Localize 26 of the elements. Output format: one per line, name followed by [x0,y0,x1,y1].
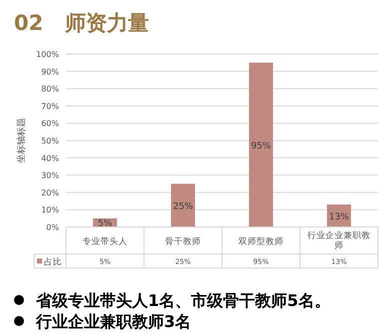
text: 省级专业带头人1名、市级骨干教师5名。 [35,291,330,310]
y-tick-label: 90% [41,67,60,76]
y-tick-label: 70% [41,102,60,111]
bar [171,184,195,227]
x-tick-label: 双师型教师 [238,236,284,247]
text: 5% [98,219,112,230]
bar [249,62,273,227]
y-tick-label: 10% [41,206,60,215]
text: 95% [250,141,272,152]
x-tick-label: 行业企业兼职教师 [308,230,370,251]
y-axis-title: 坐标轴标题 [16,118,27,163]
y-tick-label: 60% [41,119,60,128]
x-tick-label: 骨干教师 [165,236,201,247]
x-tick-label: 专业带头人 [82,236,128,247]
y-tick-label: 30% [41,171,60,180]
y-tick-label: 0% [46,223,60,232]
y-tick-label: 20% [41,188,60,198]
chart-title: 02 师资力量 [14,11,150,35]
y-tick-label: 80% [41,84,60,94]
legend-label: 占比 [44,256,62,268]
text: 行业企业兼职教师3名 [35,312,192,331]
y-tick-label: 40% [41,154,60,163]
y-tick-label: 50% [41,136,60,146]
y-tick-label: 100% [36,50,60,59]
text: 13% [328,212,350,222]
text: 25% [172,202,194,212]
